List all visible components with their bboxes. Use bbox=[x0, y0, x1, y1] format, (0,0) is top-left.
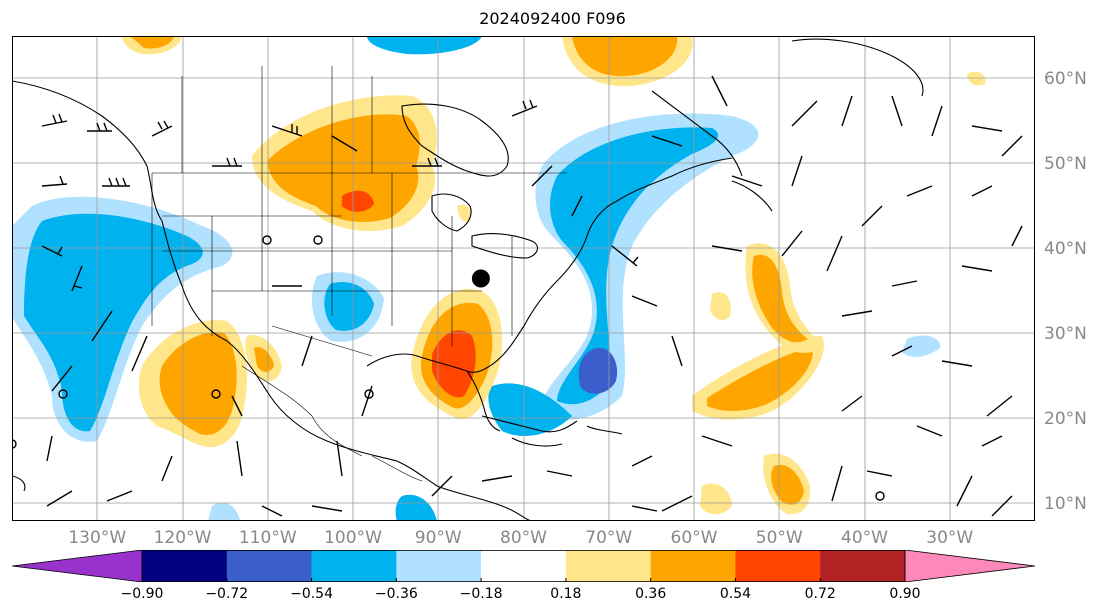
coastlines bbox=[12, 38, 924, 521]
map-title: 2024092400 F096 bbox=[479, 9, 626, 28]
lon-label: 120°W bbox=[153, 528, 212, 548]
colorbar-segment bbox=[311, 550, 397, 582]
lon-label: 90°W bbox=[414, 528, 462, 548]
calm-markers bbox=[12, 235, 885, 501]
lon-label: 30°W bbox=[926, 528, 974, 548]
colorbar-tick-label: 0.18 bbox=[550, 586, 582, 602]
lon-label: 100°W bbox=[324, 528, 382, 548]
colorbar-tick-label: 0.36 bbox=[635, 586, 667, 602]
colorbar-segment bbox=[735, 550, 821, 582]
location-marker bbox=[471, 269, 490, 288]
colorbar-tick-label: −0.54 bbox=[290, 586, 333, 602]
lon-label: 50°W bbox=[755, 528, 803, 548]
colorbar-tick-label: 0.72 bbox=[804, 586, 836, 602]
colorbar-segment bbox=[820, 550, 906, 582]
lon-label: 70°W bbox=[585, 528, 633, 548]
lon-label: 130°W bbox=[68, 528, 127, 548]
political-borders bbox=[151, 66, 567, 482]
colorbar-tick-label: 0.54 bbox=[719, 586, 752, 602]
lon-label: 40°W bbox=[841, 528, 888, 548]
negative-anomaly-regions bbox=[12, 36, 941, 521]
colorbar bbox=[12, 550, 1035, 582]
lat-label: 60°N bbox=[1044, 68, 1087, 89]
lon-label: 110°W bbox=[238, 528, 297, 548]
colorbar-tick-label: −0.72 bbox=[205, 586, 249, 602]
weather-map bbox=[12, 36, 1035, 521]
colorbar-tick-label: 0.90 bbox=[889, 586, 921, 602]
colorbar-tick-label: −0.18 bbox=[459, 586, 503, 602]
lat-label: 20°N bbox=[1044, 408, 1087, 429]
lat-label: 30°N bbox=[1044, 323, 1087, 344]
colorbar-segment bbox=[226, 550, 313, 582]
graticule bbox=[12, 36, 1035, 521]
colorbar-segment bbox=[565, 550, 652, 582]
lat-label: 10°N bbox=[1044, 493, 1087, 514]
lon-label: 60°W bbox=[670, 528, 718, 548]
colorbar-extend-high bbox=[904, 550, 1035, 582]
lat-label: 50°N bbox=[1044, 153, 1087, 174]
positive-anomaly-regions bbox=[122, 36, 986, 515]
colorbar-extend-low bbox=[12, 550, 143, 582]
colorbar-segment bbox=[142, 550, 228, 582]
colorbar-tick-label: −0.90 bbox=[120, 586, 164, 602]
lon-label: 80°W bbox=[500, 528, 547, 548]
colorbar-segment bbox=[396, 550, 482, 582]
colorbar-segment bbox=[650, 550, 736, 582]
lat-label: 40°N bbox=[1044, 238, 1087, 259]
colorbar-tick-label: −0.36 bbox=[374, 586, 418, 602]
colorbar-segment bbox=[481, 550, 567, 582]
wind-barbs bbox=[41, 75, 1023, 517]
